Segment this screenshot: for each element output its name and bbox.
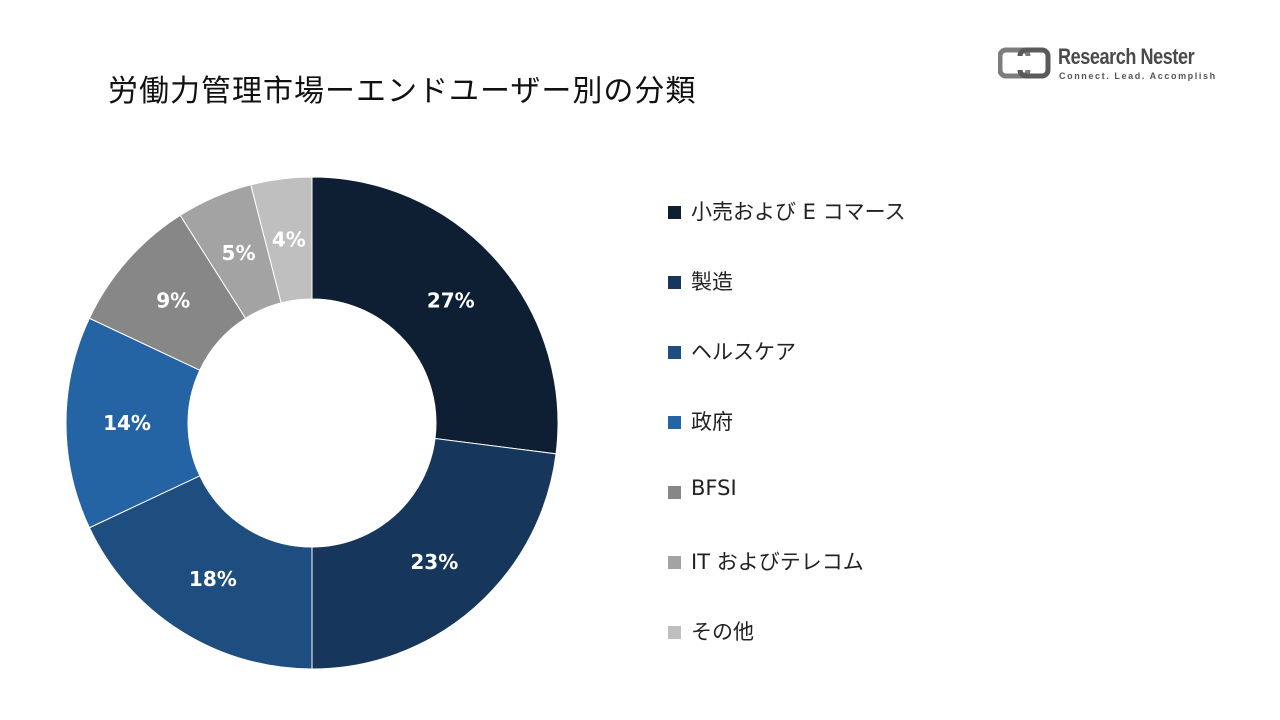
legend-item: 政府 bbox=[668, 406, 906, 476]
chart-legend: 小売および E コマース 製造ヘルスケア政府 BFSI IT およびテレコム その他 bbox=[668, 196, 906, 686]
legend-label: IT およびテレコム bbox=[691, 550, 864, 574]
research-nester-logo: Research Nester Connect. Lead. Accomplis… bbox=[998, 44, 1228, 84]
slice-label: 5% bbox=[222, 241, 256, 265]
legend-item: ヘルスケア bbox=[668, 336, 906, 406]
legend-label: 製造 bbox=[691, 270, 733, 294]
legend-item: IT およびテレコム bbox=[668, 546, 906, 616]
legend-swatch bbox=[668, 556, 681, 569]
slice-label: 9% bbox=[156, 289, 190, 313]
legend-swatch bbox=[668, 626, 681, 639]
donut-slice bbox=[88, 475, 313, 670]
legend-swatch bbox=[668, 416, 681, 429]
slice-label: 4% bbox=[272, 227, 306, 251]
legend-item: その他 bbox=[668, 616, 906, 686]
slice-label: 23% bbox=[410, 550, 458, 574]
logo-tagline: Connect. Lead. Accomplish bbox=[1059, 71, 1217, 81]
legend-label: その他 bbox=[691, 620, 754, 644]
legend-swatch bbox=[668, 206, 681, 219]
legend-label: ヘルスケア bbox=[691, 340, 796, 364]
legend-swatch bbox=[668, 276, 681, 289]
logo-mark-icon bbox=[998, 47, 1051, 79]
donut-slice bbox=[250, 176, 313, 304]
donut-slice bbox=[65, 317, 201, 529]
legend-item: 小売および E コマース bbox=[668, 196, 906, 266]
chart-title: 労働力管理市場ーエンドユーザー別の分類 bbox=[108, 74, 697, 109]
legend-item: BFSI bbox=[668, 476, 906, 546]
slice-label: 27% bbox=[427, 289, 475, 313]
legend-label: 政府 bbox=[691, 410, 733, 434]
legend-swatch bbox=[668, 486, 681, 499]
donut-slice bbox=[311, 437, 557, 670]
legend-swatch bbox=[668, 346, 681, 359]
legend-label: BFSI bbox=[691, 476, 737, 500]
logo-name: Research Nester bbox=[1058, 44, 1195, 69]
slice-label: 14% bbox=[103, 411, 151, 435]
slice-label: 18% bbox=[189, 567, 237, 591]
donut-slice bbox=[311, 176, 559, 455]
legend-label: 小売および E コマース bbox=[691, 200, 906, 224]
legend-item: 製造 bbox=[668, 266, 906, 336]
